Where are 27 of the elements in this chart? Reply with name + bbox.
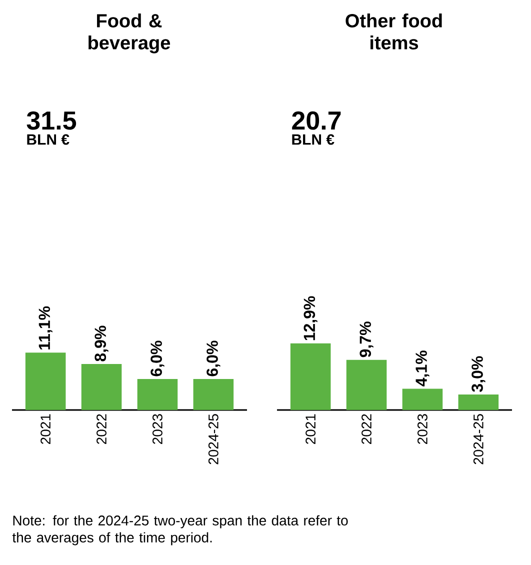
data-label: 3,0% — [472, 356, 486, 392]
data-label: 6,0% — [150, 340, 164, 376]
text: Note: for the 2024-25 two-year span the data refer to the averages of the time period. — [12, 515, 348, 546]
bar — [290, 343, 331, 410]
x-tick-label: 2024-25 — [473, 414, 484, 464]
chart-title: Other food items — [346, 14, 442, 50]
x-tick-label: 2021 — [306, 414, 316, 444]
text: 20.7 — [292, 111, 341, 130]
x-tick-label: 2023 — [418, 414, 428, 444]
data-label: 4,1% — [416, 350, 430, 386]
bar — [402, 388, 443, 410]
data-label: 9,7% — [360, 322, 374, 358]
x-tick-label: 2023 — [152, 414, 162, 444]
data-label: 8,9% — [94, 326, 108, 362]
text: BLN € — [27, 134, 70, 145]
text: BLN € — [292, 134, 334, 145]
x-tick-label: 2024-25 — [208, 414, 218, 464]
chart-title: Food & beverage — [88, 14, 170, 54]
bar — [346, 360, 387, 410]
data-label: 11,1% — [38, 306, 52, 350]
data-label: 6,0% — [206, 340, 220, 376]
text: 31.5 — [26, 111, 76, 130]
data-label: 12,9% — [304, 296, 318, 340]
bar — [458, 394, 499, 410]
x-tick-label: 2021 — [40, 414, 51, 444]
x-tick-label: 2022 — [96, 414, 106, 444]
x-tick-label: 2022 — [362, 414, 372, 444]
